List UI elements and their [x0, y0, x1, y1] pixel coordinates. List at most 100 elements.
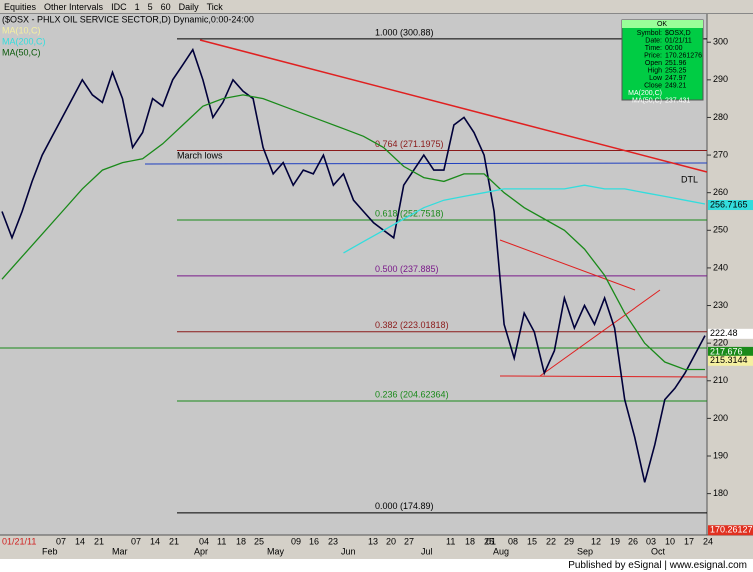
- series-line: [1, 47, 706, 483]
- toolbar-item[interactable]: 60: [160, 1, 171, 12]
- trend-line: [499, 375, 708, 378]
- x-tick-label: 17: [684, 536, 694, 546]
- fib-label: 0.764 (271.1975): [375, 139, 444, 149]
- y-tick-label: 270: [713, 149, 728, 159]
- footer: Published by eSignal | www.esignal.com: [0, 559, 753, 572]
- fib-label: 0.236 (204.62364): [375, 389, 449, 399]
- x-tick-label: 25: [254, 536, 264, 546]
- price-box-label: 217.676: [710, 346, 743, 356]
- x-tick-label: 13: [368, 536, 378, 546]
- annotation: DTL: [681, 174, 698, 184]
- x-tick-label: Apr: [194, 546, 208, 556]
- toolbar-item[interactable]: 1: [134, 1, 140, 12]
- price-box: [708, 200, 753, 211]
- trend-line: [539, 289, 661, 377]
- x-tick-label: 18: [236, 536, 246, 546]
- trend-line: [199, 39, 708, 173]
- toolbar-item[interactable]: Daily: [178, 1, 199, 12]
- x-tick-label: 24: [703, 536, 713, 546]
- fib-label: 1.000 (300.88): [375, 27, 434, 37]
- fib-label: 0.500 (237.885): [375, 264, 439, 274]
- series-line: [343, 184, 706, 254]
- price-box-label: 222.48: [710, 328, 738, 338]
- data-window-value: 249.21: [665, 82, 687, 89]
- y-tick-label: 190: [713, 450, 728, 460]
- data-window-key: High: [648, 67, 663, 74]
- data-window-key: Time:: [645, 45, 662, 52]
- data-window-value: 247.97: [665, 75, 687, 82]
- x-tick-label: 14: [150, 536, 160, 546]
- x-tick-label: 04: [199, 536, 209, 546]
- x-tick-label: 11: [217, 536, 226, 546]
- price-box: [708, 355, 753, 366]
- x-tick-label: 23: [328, 536, 338, 546]
- chart: March lows DTL ($OSX - PHLX OIL SERVICE …: [0, 14, 753, 559]
- x-tick-label: 07: [56, 536, 66, 546]
- data-window-key: Close: [644, 82, 662, 89]
- y-tick-label: 260: [713, 187, 728, 197]
- axis-background: [707, 14, 753, 559]
- fib-label: 0.000 (174.89): [375, 501, 434, 511]
- x-tick-label: 10: [665, 536, 675, 546]
- x-tick-label: 15: [527, 536, 537, 546]
- toolbar-item[interactable]: Equities: [4, 1, 37, 12]
- price-box: [708, 328, 753, 339]
- legend-entry: MA(10,C): [2, 25, 41, 35]
- y-tick-label: 200: [713, 413, 728, 423]
- x-tick-label: 21: [169, 536, 179, 546]
- y-tick-label: 290: [713, 74, 728, 84]
- x-tick-label: 11: [446, 536, 455, 546]
- data-window-bg: [621, 19, 704, 101]
- x-tick-label: 08: [508, 536, 518, 546]
- x-tick-label: 27: [404, 536, 414, 546]
- data-window-value: $OSX,D: [665, 30, 691, 37]
- fib-label: 0.382 (223.01818): [375, 320, 449, 330]
- legend-entry: MA(200,C): [2, 36, 46, 46]
- data-window-key: MA(50,C): [632, 97, 662, 104]
- data-window-value: 01/21/11: [665, 37, 692, 44]
- data-window-key: Date:: [645, 37, 662, 44]
- chart-title: ($OSX - PHLX OIL SERVICE SECTOR,D) Dynam…: [2, 14, 254, 24]
- y-tick-label: 250: [713, 225, 728, 235]
- data-window-key: Low: [649, 75, 663, 82]
- x-tick-label: 25: [484, 536, 494, 546]
- x-tick-label: 09: [291, 536, 301, 546]
- price-box-label: 256.7165: [710, 199, 748, 209]
- x-tick-label: Jun: [341, 546, 356, 556]
- x-tick-label: 03: [646, 536, 656, 546]
- price-box: [708, 346, 753, 357]
- x-tick-label: Mar: [112, 546, 128, 556]
- x-tick-label: Sep: [577, 546, 593, 556]
- toolbar-item[interactable]: 5: [147, 1, 153, 12]
- x-tick-label: 21: [94, 536, 104, 546]
- y-tick-label: 230: [713, 300, 728, 310]
- y-tick-label: 180: [713, 488, 728, 498]
- y-tick-label: 240: [713, 262, 728, 272]
- x-tick-label: Aug: [493, 546, 509, 556]
- march-lows-line: [144, 162, 708, 165]
- toolbar-item[interactable]: Other Intervals: [44, 1, 104, 12]
- toolbar-item[interactable]: Tick: [206, 1, 223, 12]
- x-tick-label: May: [267, 546, 285, 556]
- y-tick-label: 210: [713, 375, 728, 385]
- data-window-key: Open: [645, 60, 662, 67]
- data-window-value: 170.261276: [665, 52, 702, 59]
- data-window-value: 00:00: [665, 45, 683, 52]
- x-tick-label: 16: [309, 536, 319, 546]
- x-tick-label: 07: [131, 536, 141, 546]
- data-window-head: [622, 20, 703, 28]
- plot-background: [0, 14, 707, 535]
- data-window-value: 251.96: [665, 60, 687, 67]
- y-tick-label: 280: [713, 112, 728, 122]
- trend-line: [499, 239, 636, 291]
- x-tick-label: 14: [75, 536, 85, 546]
- annotation: March lows: [177, 150, 223, 160]
- x-tick-label: 18: [465, 536, 475, 546]
- y-tick-label: 300: [713, 37, 728, 47]
- price-box-label: 215.3144: [710, 355, 748, 365]
- data-window-value: 237.431: [665, 97, 690, 104]
- toolbar-item[interactable]: IDC: [111, 1, 127, 12]
- data-window-key: MA(200,C): [628, 90, 662, 97]
